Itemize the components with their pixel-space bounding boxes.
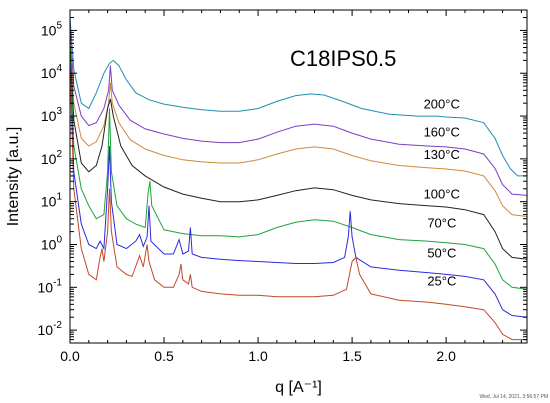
series-label-5: 50°C [427,245,456,260]
series-labels: 200°C 160°C 130°C 100°C 70°C 50°C 25°C [424,97,460,289]
y-tick-label: 10-2 [38,320,63,338]
timestamp-label: Wed, Jul 14, 2021, 3:56:57 PM [479,394,548,400]
series-label-4: 70°C [427,215,456,230]
series-label-3: 100°C [424,186,460,201]
series-line-4 [69,52,528,290]
x-tick-label: 1.0 [248,348,268,364]
y-tick-label: 105 [41,20,63,38]
y-tick-label: 101 [41,192,63,210]
plot-frame [69,9,528,344]
series-label-6: 25°C [427,274,456,289]
series-line-0 [69,17,527,177]
series-line-3 [69,47,528,260]
chart-title: C18IPS0.5 [290,46,396,71]
y-tick-label: 10-1 [38,277,63,295]
y-tick-label: 100 [41,234,63,252]
x-tick-label: 0.0 [60,348,80,364]
series-label-1: 160°C [424,125,460,140]
series-group [69,17,528,341]
series-line-2 [69,39,528,217]
y-axis-label: Intensity [a.u.] [5,127,22,227]
series-line-6 [69,65,527,341]
y-tick-label: 104 [41,63,63,81]
y-tick-label: 102 [41,149,63,167]
series-label-2: 130°C [424,147,460,162]
x-tick-label: 0.5 [154,348,174,364]
y-tick-label: 103 [41,106,63,124]
series-line-1 [69,30,528,196]
series-label-0: 200°C [424,97,460,112]
ticks-group: 0.0 0.5 1.0 1.5 2.0 10-2 10-1 100 101 102 103 104 10… [38,9,527,364]
x-axis-label: q [A⁻¹] [275,379,322,396]
series-line-5 [69,60,528,318]
x-tick-label: 2.0 [436,348,456,364]
x-tick-label: 1.5 [342,348,362,364]
